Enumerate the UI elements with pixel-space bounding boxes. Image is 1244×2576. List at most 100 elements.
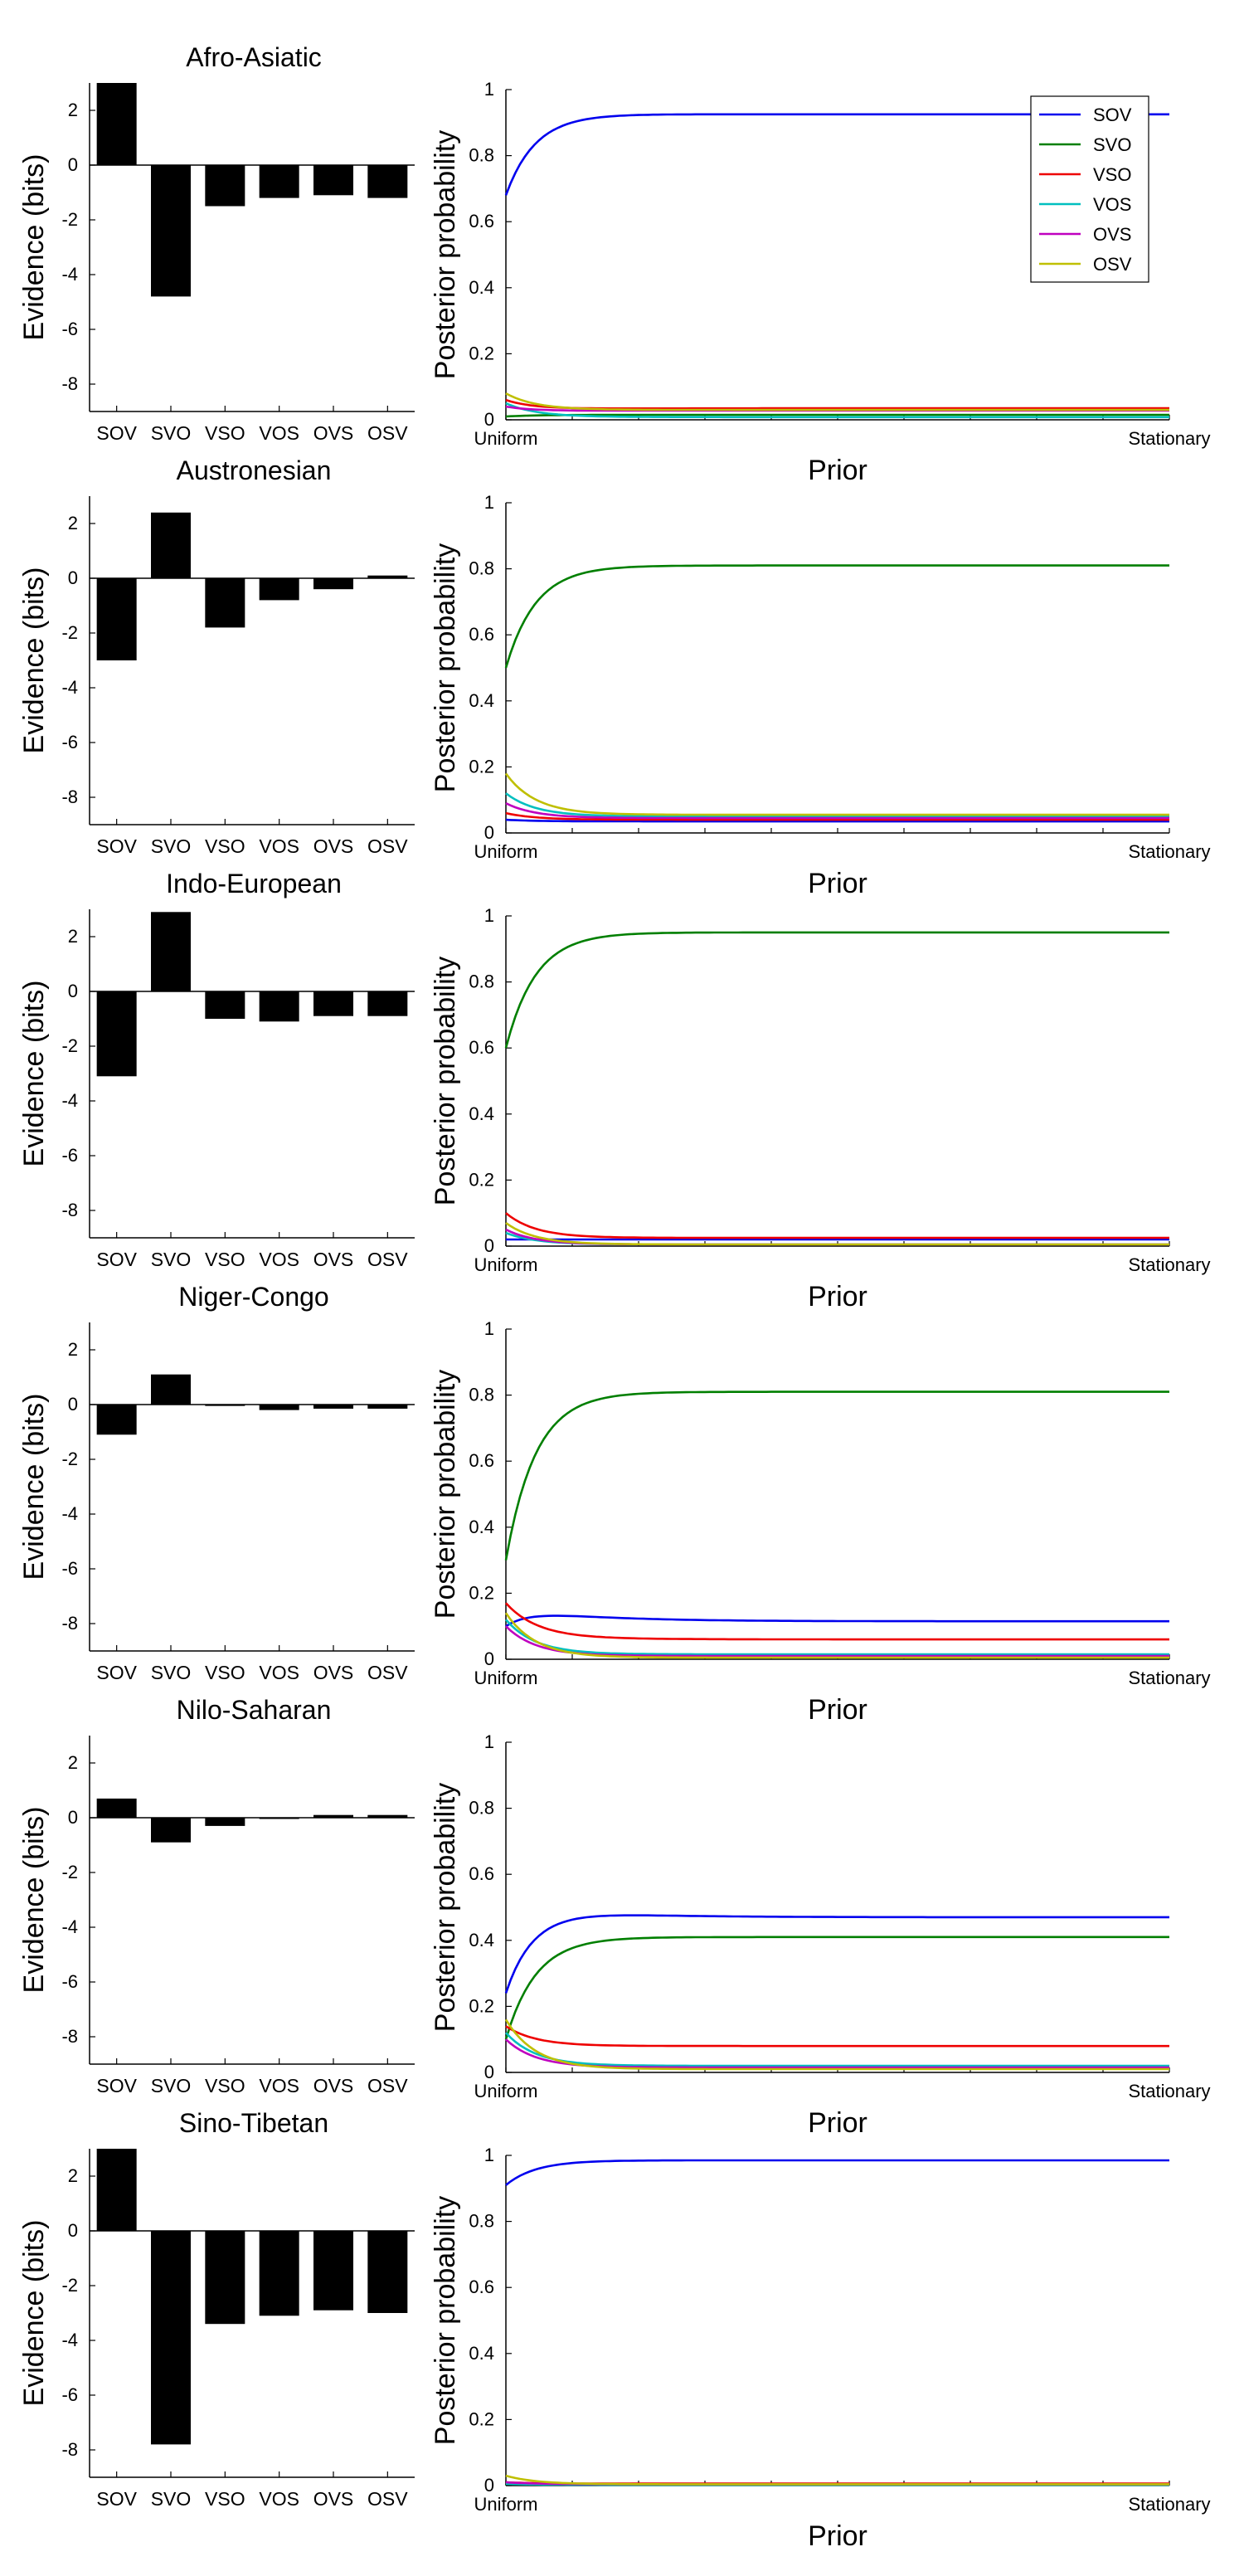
y-tick-label: 0 (68, 154, 78, 175)
series-line-sov (505, 1614, 1169, 1628)
y-tick-label: -6 (61, 1558, 78, 1579)
x-tick-label-stationary: Stationary (1128, 428, 1210, 449)
evidence-bar-sov (96, 1405, 137, 1435)
panel-nilo-saharan: Nilo-Saharan 2 0 -2 -4 -6 -8 SOV SVO VSO VOS OVS OSV… (18, 1695, 1211, 2139)
y-tick-label: -2 (61, 1862, 78, 1882)
series-line-osv (505, 392, 1169, 411)
series-line-vso (505, 1602, 1169, 1641)
category-label: VOS (259, 1249, 299, 1270)
category-label: SVO (151, 2488, 192, 2510)
y-tick-label: 0.2 (469, 756, 494, 777)
series-line-ovs (505, 802, 1169, 820)
evidence-chart: Sino-Tibetan 2 0 -2 -4 -6 -8 SOV SVO VSO VOS OVS OSV… (18, 2108, 415, 2510)
evidence-bar-ovs (313, 1405, 353, 1409)
x-tick-label-uniform: Uniform (474, 2081, 537, 2101)
y-tick-label: 0 (484, 822, 494, 843)
x-tick-label-uniform: Uniform (474, 841, 537, 862)
y-tick-label: -8 (61, 373, 78, 394)
evidence-bar-svo (151, 1818, 191, 1843)
legend-label: VSO (1093, 164, 1131, 185)
y-tick-label: 0.8 (469, 2211, 494, 2232)
evidence-ylabel: Evidence (bits) (18, 981, 50, 1167)
panel-title: Nilo-Saharan (177, 1695, 332, 1725)
y-tick-label: 0.6 (469, 624, 494, 645)
posterior-xlabel: Prior (808, 2107, 867, 2139)
evidence-bar-osv (367, 165, 408, 198)
series-line-osv (504, 2018, 1169, 2071)
y-tick-label: 2 (68, 2165, 78, 2186)
category-label: OVS (313, 2075, 354, 2096)
y-tick-label: 0.2 (469, 343, 494, 363)
y-tick-label: 1 (484, 1318, 494, 1339)
y-tick-label: 0.8 (469, 145, 494, 166)
y-tick-label: -2 (61, 209, 78, 230)
evidence-bar-ovs (313, 165, 353, 196)
posterior-ylabel: Posterior probability (430, 1783, 461, 2032)
y-tick-label: 0.2 (469, 2408, 494, 2429)
category-label: SVO (151, 835, 192, 857)
series-line-osv (504, 1612, 1169, 1659)
y-tick-label: -4 (61, 264, 78, 285)
y-tick-label: 0 (484, 409, 494, 430)
y-tick-label: 0.2 (469, 1995, 494, 2016)
evidence-ylabel: Evidence (bits) (18, 1394, 50, 1580)
posterior-xlabel: Prior (808, 1281, 867, 1312)
evidence-bar-vso (205, 578, 245, 628)
evidence-bar-vso (205, 1818, 245, 1826)
x-tick-label-stationary: Stationary (1128, 1668, 1210, 1688)
posterior-chart: 0 0.2 0.4 0.6 0.8 1 Uniform Stationary Prior Post… (430, 905, 1211, 1312)
category-label: OSV (367, 835, 408, 857)
y-tick-label: -2 (61, 1449, 78, 1469)
evidence-bar-vos (259, 1405, 299, 1410)
category-label: SOV (96, 1662, 137, 1683)
posterior-ylabel: Posterior probability (430, 1370, 461, 1619)
y-tick-label: 0.4 (469, 690, 494, 711)
evidence-bar-svo (151, 912, 191, 991)
series-line-vso (505, 398, 1169, 410)
posterior-ylabel: Posterior probability (430, 543, 461, 792)
category-label: OSV (367, 2075, 408, 2096)
y-tick-label: 0.4 (469, 1930, 494, 1950)
y-tick-label: 0.6 (469, 1450, 494, 1471)
y-tick-label: -6 (61, 732, 78, 752)
posterior-ylabel: Posterior probability (430, 130, 461, 379)
posterior-ylabel: Posterior probability (430, 2196, 461, 2445)
legend-label: VOS (1093, 194, 1131, 215)
y-tick-label: 0.8 (469, 1385, 494, 1405)
series-line-osv (504, 772, 1169, 816)
y-tick-label: 0.4 (469, 1103, 494, 1124)
series-line-sov (505, 818, 1169, 823)
series-line-vso (505, 2025, 1169, 2048)
evidence-bar-osv (367, 575, 408, 578)
series-line-vso (505, 811, 1169, 821)
y-tick-label: -2 (61, 2275, 78, 2296)
panel-sino-tibetan: Sino-Tibetan 2 0 -2 -4 -6 -8 SOV SVO VSO VOS OVS OSV… (18, 2108, 1211, 2552)
x-tick-label-stationary: Stationary (1128, 2494, 1210, 2515)
y-tick-label: -2 (61, 622, 78, 643)
evidence-bar-vos (259, 2231, 299, 2316)
y-tick-label: -8 (61, 2439, 78, 2460)
evidence-bar-vso (205, 991, 245, 1019)
category-label: VOS (259, 1662, 299, 1683)
panel-title: Niger-Congo (178, 1282, 328, 1312)
y-tick-label: 0.4 (469, 1517, 494, 1537)
y-tick-label: 0 (68, 981, 78, 1001)
y-tick-label: 2 (68, 1339, 78, 1360)
evidence-bar-vso (205, 2231, 245, 2325)
panel-indo-european: Indo-European 2 0 -2 -4 -6 -8 SOV SVO VSO VOS OVS OS… (18, 869, 1211, 1312)
y-tick-label: 1 (484, 2145, 494, 2165)
y-tick-label: 0 (484, 1648, 494, 1669)
evidence-bar-sov (96, 578, 137, 660)
category-label: OSV (367, 1249, 408, 1270)
category-label: SVO (151, 1249, 192, 1270)
evidence-bar-vso (205, 1405, 245, 1406)
category-label: SVO (151, 422, 192, 444)
y-tick-label: 2 (68, 100, 78, 120)
x-tick-label-stationary: Stationary (1128, 841, 1210, 862)
y-tick-label: -8 (61, 2026, 78, 2047)
series-line-ovs (505, 1625, 1169, 1658)
y-tick-label: 0 (68, 1394, 78, 1415)
category-label: OSV (367, 422, 408, 444)
category-label: OVS (313, 1249, 354, 1270)
y-tick-label: -4 (61, 2330, 78, 2350)
